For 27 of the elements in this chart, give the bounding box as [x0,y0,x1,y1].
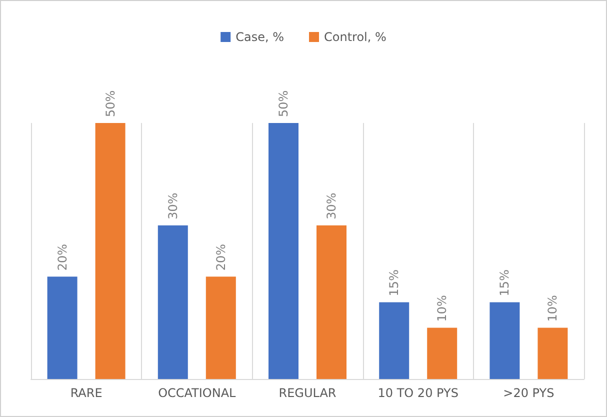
data-label: 30% [324,192,338,220]
data-label: 10% [546,295,560,322]
bar [538,328,568,379]
data-label: 50% [103,90,118,117]
data-label: 50% [276,90,290,117]
bar [427,328,458,379]
bar [158,225,188,379]
x-tick-label: RARE [70,386,102,400]
data-label: 20% [55,244,70,271]
data-label: 15% [498,270,512,296]
legend-label: Control, % [324,30,386,44]
x-tick-label: REGULAR [278,386,336,400]
bar [47,276,78,379]
x-tick-label: OCCATIONAL [158,386,236,400]
x-tick-label: 10 TO 20 PYS [378,386,458,400]
legend-label: Case, % [236,30,284,44]
bar [95,123,126,379]
bar [206,276,236,379]
data-label: 20% [214,244,228,271]
data-label: 10% [435,295,450,322]
data-label: 30% [166,192,180,220]
bar [268,123,298,379]
bar [316,225,346,379]
x-tick-label: >20 PYS [503,386,554,400]
bar [490,302,520,379]
data-label: 15% [387,270,402,296]
bar [379,302,410,379]
